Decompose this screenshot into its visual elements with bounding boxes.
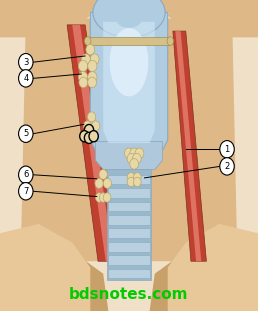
Circle shape xyxy=(82,54,90,64)
Circle shape xyxy=(89,131,98,142)
Circle shape xyxy=(220,141,234,158)
Circle shape xyxy=(83,121,92,131)
Polygon shape xyxy=(107,169,151,280)
Circle shape xyxy=(103,179,111,188)
Text: 2: 2 xyxy=(224,162,230,171)
Circle shape xyxy=(19,166,33,183)
Circle shape xyxy=(90,54,99,64)
Polygon shape xyxy=(168,0,258,37)
Circle shape xyxy=(84,124,94,136)
Circle shape xyxy=(220,158,234,175)
Ellipse shape xyxy=(116,9,142,28)
Polygon shape xyxy=(108,229,150,238)
Polygon shape xyxy=(0,249,108,311)
Text: 7: 7 xyxy=(23,187,28,196)
Text: 5: 5 xyxy=(23,129,28,138)
Circle shape xyxy=(127,153,136,164)
Circle shape xyxy=(130,159,139,169)
Circle shape xyxy=(132,153,141,164)
Polygon shape xyxy=(108,242,150,252)
Polygon shape xyxy=(108,255,150,265)
Polygon shape xyxy=(26,25,232,255)
Text: 6: 6 xyxy=(23,170,28,179)
Circle shape xyxy=(78,72,88,83)
Polygon shape xyxy=(108,215,150,225)
Polygon shape xyxy=(103,22,155,143)
Circle shape xyxy=(127,177,135,187)
Circle shape xyxy=(79,77,88,88)
Circle shape xyxy=(80,131,89,142)
Circle shape xyxy=(19,70,33,87)
Polygon shape xyxy=(67,25,119,261)
Circle shape xyxy=(87,112,96,122)
Circle shape xyxy=(86,44,95,55)
Circle shape xyxy=(130,148,139,159)
Circle shape xyxy=(19,125,33,142)
Circle shape xyxy=(125,148,133,159)
Text: bdsnotes.com: bdsnotes.com xyxy=(69,287,189,302)
Polygon shape xyxy=(21,19,237,261)
Circle shape xyxy=(92,121,100,131)
Circle shape xyxy=(127,173,135,182)
Polygon shape xyxy=(168,224,258,311)
Ellipse shape xyxy=(110,28,148,96)
Text: 3: 3 xyxy=(23,58,28,67)
Circle shape xyxy=(88,60,97,72)
Polygon shape xyxy=(108,175,150,184)
Polygon shape xyxy=(0,0,90,37)
Circle shape xyxy=(19,53,33,71)
Polygon shape xyxy=(0,224,90,311)
Circle shape xyxy=(95,193,103,202)
Circle shape xyxy=(88,72,97,83)
Polygon shape xyxy=(175,31,201,261)
Ellipse shape xyxy=(167,37,173,45)
Circle shape xyxy=(19,183,33,200)
Circle shape xyxy=(95,179,103,188)
Polygon shape xyxy=(90,12,168,156)
Ellipse shape xyxy=(93,0,165,37)
Text: 1: 1 xyxy=(224,145,230,154)
Polygon shape xyxy=(108,202,150,211)
Polygon shape xyxy=(95,142,163,169)
Ellipse shape xyxy=(85,37,91,45)
Circle shape xyxy=(103,193,111,202)
Polygon shape xyxy=(88,37,170,45)
Polygon shape xyxy=(150,249,258,311)
Polygon shape xyxy=(173,31,206,261)
Circle shape xyxy=(78,60,88,72)
Circle shape xyxy=(99,193,107,202)
Ellipse shape xyxy=(75,0,183,22)
Polygon shape xyxy=(72,25,114,261)
Polygon shape xyxy=(108,269,150,278)
Polygon shape xyxy=(108,188,150,198)
Circle shape xyxy=(135,148,144,159)
Circle shape xyxy=(133,177,141,187)
Circle shape xyxy=(133,173,141,182)
Circle shape xyxy=(88,77,96,88)
Circle shape xyxy=(84,132,94,143)
Circle shape xyxy=(99,169,107,179)
Text: 4: 4 xyxy=(23,74,28,83)
